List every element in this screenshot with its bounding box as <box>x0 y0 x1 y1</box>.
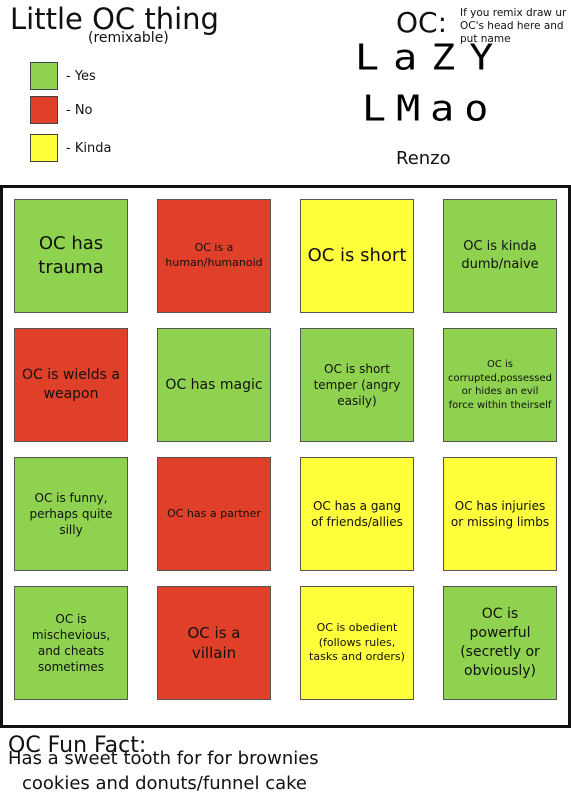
oc-name: Renzo <box>396 148 451 169</box>
trait-cell: OC is wields a weapon <box>14 328 128 442</box>
fun-fact-line: cookies and donuts/funnel cake <box>22 773 308 794</box>
remix-note: If you remix draw ur OC's head here and … <box>460 7 567 45</box>
oc-label: OC: <box>396 6 448 39</box>
trait-cell: OC is obedient (follows rules, tasks and… <box>300 586 414 700</box>
trait-cell: OC is funny, perhaps quite silly <box>14 457 128 571</box>
legend-swatch <box>30 96 58 124</box>
legend-label: - Kinda <box>66 140 112 156</box>
legend-item: - Yes <box>30 62 96 90</box>
trait-cell: OC has magic <box>157 328 271 442</box>
trait-cell: OC is mischevious, and cheats sometimes <box>14 586 128 700</box>
trait-cell: OC is short temper (angry easily) <box>300 328 414 442</box>
trait-cell: OC is a villain <box>157 586 271 700</box>
trait-cell: OC has trauma <box>14 199 128 313</box>
board: OC has trauma OC is a human/humanoid OC is… <box>0 185 571 728</box>
trait-cell: OC has a gang of friends/allies <box>300 457 414 571</box>
trait-cell: OC has a partner <box>157 457 271 571</box>
fun-fact-title: OC Fun Fact: <box>8 733 147 758</box>
trait-cell: OC is kinda dumb/naive <box>443 199 557 313</box>
trait-cell: OC has injuries or missing limbs <box>443 457 557 571</box>
handwriting: LMao <box>362 88 499 130</box>
legend-item: - No <box>30 96 93 124</box>
legend-item: - Kinda <box>30 134 111 162</box>
legend-swatch <box>30 62 58 90</box>
legend-swatch <box>30 134 58 162</box>
subtitle: (remixable) <box>88 30 169 46</box>
fun-fact-line: Has a sweet tooth for for brownies <box>8 748 319 769</box>
legend-label: - No <box>66 102 93 118</box>
trait-cell: OC is corrupted,possessed or hides an ev… <box>443 328 557 442</box>
title: Little OC thing <box>10 2 219 36</box>
trait-cell: OC is short <box>300 199 414 313</box>
handwriting: LaZY <box>355 37 508 79</box>
legend-label: - Yes <box>66 68 96 84</box>
trait-cell: OC is powerful (secretly or obviously) <box>443 586 557 700</box>
trait-cell: OC is a human/humanoid <box>157 199 271 313</box>
